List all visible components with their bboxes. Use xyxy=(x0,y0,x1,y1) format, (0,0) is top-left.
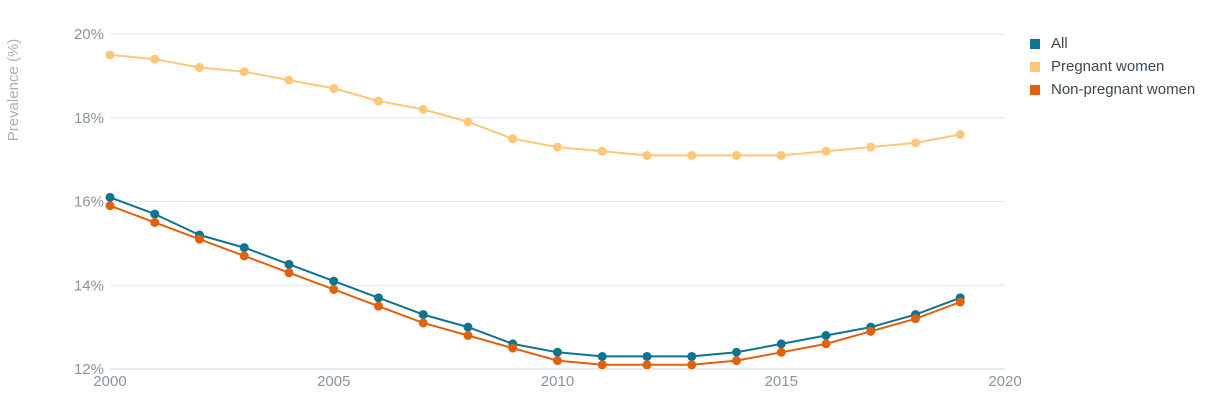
data-point-pregnant-women[interactable] xyxy=(642,150,652,160)
series-line-non-pregnant-women xyxy=(109,204,961,366)
data-point-non-pregnant-women[interactable] xyxy=(284,268,294,278)
legend-item[interactable]: All xyxy=(1030,32,1195,55)
data-point-non-pregnant-women[interactable] xyxy=(553,356,562,366)
data-point-all[interactable] xyxy=(239,243,249,253)
data-point-all[interactable] xyxy=(642,351,652,361)
data-point-pregnant-women[interactable] xyxy=(195,63,204,72)
y-axis-ticks: 12% 14% 16% 18% 20% xyxy=(74,26,104,378)
data-point-all[interactable] xyxy=(284,259,294,269)
gridlines xyxy=(110,33,1005,370)
data-point-pregnant-women[interactable] xyxy=(911,138,920,148)
legend-swatch xyxy=(1030,61,1040,72)
data-point-non-pregnant-women[interactable] xyxy=(329,284,339,294)
x-tick-label: 2000 xyxy=(93,373,126,390)
data-point-pregnant-women[interactable] xyxy=(687,150,697,160)
data-point-all[interactable] xyxy=(687,351,697,361)
y-tick-label: 20% xyxy=(74,26,104,43)
data-point-non-pregnant-women[interactable] xyxy=(911,314,920,324)
data-point-non-pregnant-women[interactable] xyxy=(955,297,965,307)
legend-swatch xyxy=(1030,38,1040,49)
data-point-pregnant-women[interactable] xyxy=(732,150,741,160)
data-point-non-pregnant-women[interactable] xyxy=(239,251,249,261)
series-pregnant-women xyxy=(105,50,965,160)
series-lines xyxy=(105,50,965,370)
y-tick-label: 14% xyxy=(74,277,104,294)
data-point-non-pregnant-women[interactable] xyxy=(463,331,473,340)
legend-item[interactable]: Non-pregnant women xyxy=(1030,78,1195,101)
data-point-all[interactable] xyxy=(374,293,383,303)
data-point-pregnant-women[interactable] xyxy=(329,83,339,93)
legend-item[interactable]: Pregnant women xyxy=(1030,55,1195,78)
data-point-pregnant-women[interactable] xyxy=(553,142,562,152)
x-tick-label: 2005 xyxy=(317,373,350,390)
legend: All Pregnant women Non-pregnant women xyxy=(1030,32,1195,101)
data-point-pregnant-women[interactable] xyxy=(105,50,115,60)
data-point-non-pregnant-women[interactable] xyxy=(597,360,607,370)
data-point-non-pregnant-women[interactable] xyxy=(776,347,786,357)
data-point-pregnant-women[interactable] xyxy=(150,54,160,64)
data-point-pregnant-women[interactable] xyxy=(955,130,965,139)
legend-swatch xyxy=(1030,84,1040,95)
x-axis-ticks: 2000 2005 2010 2015 2020 xyxy=(93,373,1021,390)
data-point-non-pregnant-women[interactable] xyxy=(508,343,518,353)
series-all xyxy=(105,192,965,361)
data-point-pregnant-women[interactable] xyxy=(866,142,876,152)
y-tick-label: 18% xyxy=(74,110,104,127)
series-line-all xyxy=(109,196,961,358)
data-point-pregnant-women[interactable] xyxy=(776,150,786,160)
data-point-pregnant-women[interactable] xyxy=(239,67,249,77)
data-point-all[interactable] xyxy=(732,347,741,357)
data-point-all[interactable] xyxy=(597,351,607,361)
series-non-pregnant-women xyxy=(105,201,965,370)
data-point-pregnant-women[interactable] xyxy=(284,75,294,85)
data-point-pregnant-women[interactable] xyxy=(463,117,473,127)
series-line-pregnant-women xyxy=(109,53,961,157)
data-point-non-pregnant-women[interactable] xyxy=(418,318,428,328)
data-point-all[interactable] xyxy=(776,339,786,349)
data-point-non-pregnant-women[interactable] xyxy=(642,360,652,370)
y-tick-label: 12% xyxy=(74,361,104,378)
data-point-all[interactable] xyxy=(821,331,831,340)
legend-label: All xyxy=(1051,35,1068,52)
data-point-non-pregnant-women[interactable] xyxy=(687,360,697,370)
legend-label: Pregnant women xyxy=(1051,58,1165,75)
data-point-all[interactable] xyxy=(329,276,339,286)
data-point-pregnant-women[interactable] xyxy=(418,104,428,114)
data-point-non-pregnant-women[interactable] xyxy=(195,234,204,244)
data-point-all[interactable] xyxy=(463,322,473,332)
data-point-pregnant-women[interactable] xyxy=(508,134,518,144)
data-point-pregnant-women[interactable] xyxy=(374,96,383,106)
y-axis-title: Prevalence (%) xyxy=(5,39,22,142)
data-point-non-pregnant-women[interactable] xyxy=(821,339,831,349)
data-point-all[interactable] xyxy=(105,192,115,202)
data-point-non-pregnant-women[interactable] xyxy=(374,301,383,311)
data-point-all[interactable] xyxy=(418,310,428,320)
data-point-all[interactable] xyxy=(553,347,562,357)
data-point-pregnant-women[interactable] xyxy=(597,146,607,156)
data-point-non-pregnant-women[interactable] xyxy=(732,356,741,366)
data-point-all[interactable] xyxy=(150,209,160,219)
data-point-pregnant-women[interactable] xyxy=(821,146,831,156)
data-point-non-pregnant-women[interactable] xyxy=(866,326,876,336)
x-tick-label: 2010 xyxy=(541,373,574,390)
y-tick-label: 16% xyxy=(74,194,104,211)
legend-label: Non-pregnant women xyxy=(1051,81,1196,98)
x-tick-label: 2020 xyxy=(988,373,1021,390)
data-point-non-pregnant-women[interactable] xyxy=(105,201,115,211)
data-point-non-pregnant-women[interactable] xyxy=(150,217,160,227)
x-tick-label: 2015 xyxy=(765,373,798,390)
